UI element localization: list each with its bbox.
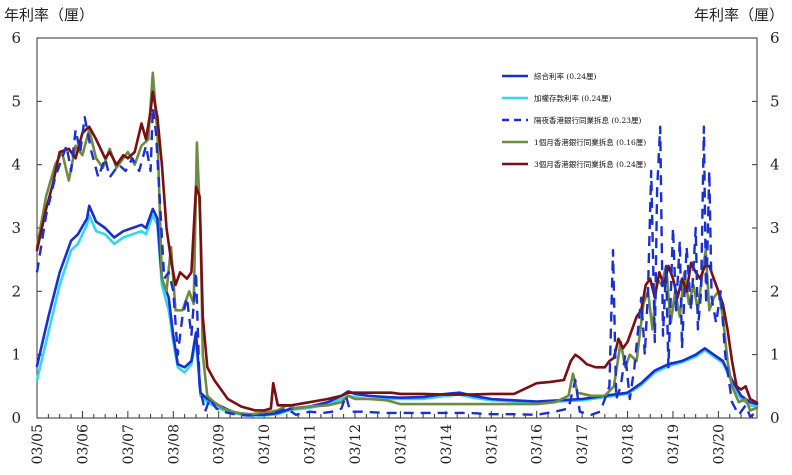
- y-tick-label-right: 6: [770, 29, 780, 47]
- x-tick-label: 03/09: [212, 424, 228, 464]
- legend-label: 3個月香港銀行同業拆息 (0.24厘): [534, 159, 646, 169]
- x-tick-label: 03/07: [121, 424, 137, 464]
- x-tick-label: 03/15: [484, 424, 500, 464]
- x-tick-label: 03/08: [166, 424, 182, 464]
- y-tick-label: 5: [11, 92, 21, 110]
- legend-label: 隔夜香港銀行同業拆息 (0.23厘): [534, 115, 642, 125]
- x-tick-label: 03/11: [303, 424, 319, 464]
- x-tick-label: 03/13: [393, 424, 409, 464]
- x-tick-label: 03/14: [439, 424, 455, 464]
- series-layer: [35, 71, 759, 418]
- legend-label: 1個月香港銀行同業拆息 (0.16厘): [534, 137, 646, 147]
- x-tick-label: 03/17: [575, 424, 591, 464]
- x-tick-label: 03/20: [711, 424, 727, 464]
- y-tick-label: 6: [11, 29, 21, 47]
- x-tick-label: 03/19: [666, 424, 682, 464]
- x-tick-label: 03/10: [257, 424, 273, 464]
- y-tick-label: 3: [11, 219, 21, 237]
- y-tick-label-right: 2: [770, 282, 780, 300]
- y-tick-label-right: 5: [770, 92, 780, 110]
- y-tick-label: 0: [11, 409, 21, 427]
- y-tick-label-right: 3: [770, 219, 780, 237]
- y-tick-label-right: 1: [770, 346, 780, 364]
- legend-label: 加權存款利率 (0.24厘): [534, 93, 612, 103]
- y-tick-label: 4: [11, 156, 21, 174]
- legend: 綜合利率 (0.24厘) 加權存款利率 (0.24厘) 隔夜香港銀行同業拆息 (0.…: [502, 71, 646, 169]
- x-tick-label: 03/18: [621, 424, 637, 464]
- x-tick-label: 03/12: [348, 424, 364, 464]
- legend-label: 綜合利率 (0.24厘): [534, 71, 597, 81]
- y-tick-label: 1: [11, 346, 21, 364]
- series-line-5: [35, 90, 759, 412]
- y-axis-unit-right: 年利率（厘）: [693, 6, 784, 24]
- y-axis: 0 0 1 1 2 2 3 3 4 4 5 5 6 6: [11, 29, 779, 427]
- series-line-3: [35, 106, 758, 418]
- y-tick-label-right: 4: [770, 156, 780, 174]
- x-tick-label: 03/16: [530, 424, 546, 464]
- x-tick-label: 03/06: [75, 424, 91, 464]
- y-axis-unit-left: 年利率（厘）: [4, 6, 95, 24]
- x-tick-label: 03/05: [30, 424, 46, 464]
- x-axis: 03/05 03/06 03/07 03/08 03/09 03/10 03/11 03/12…: [30, 411, 753, 464]
- y-tick-label-right: 0: [770, 409, 780, 427]
- y-tick-label: 2: [11, 282, 21, 300]
